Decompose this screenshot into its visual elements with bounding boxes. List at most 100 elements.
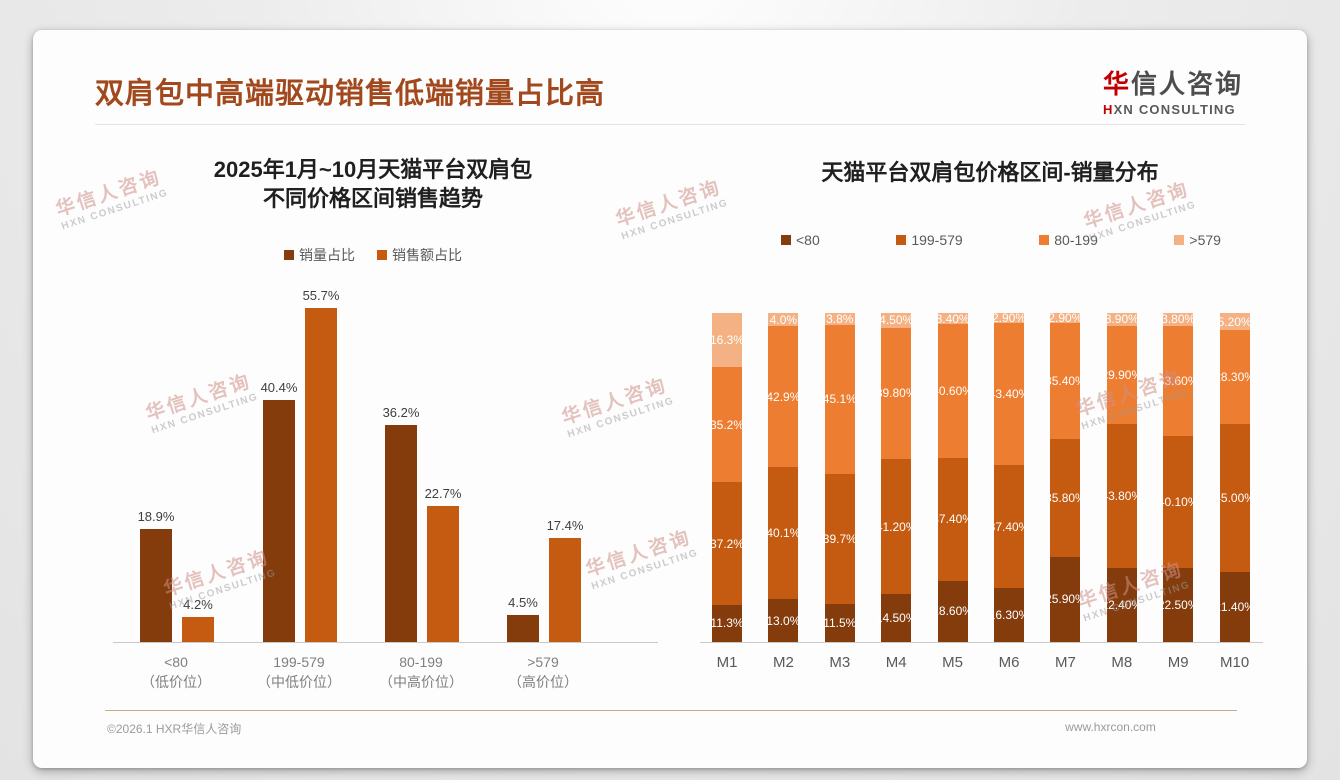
legend-swatch bbox=[377, 250, 387, 260]
segment-value-label: 37.40% bbox=[932, 512, 973, 527]
x-axis-category: 199-579 （中低价位） bbox=[234, 652, 364, 692]
right-chart-legend: <80 199-579 80-199 >579 bbox=[781, 232, 1221, 248]
bar-销售额占比 bbox=[427, 506, 459, 642]
x-axis-month: M9 bbox=[1167, 654, 1189, 671]
legend-swatch bbox=[1174, 235, 1185, 245]
segment-value-label: 25.90% bbox=[1045, 592, 1086, 607]
segment-value-label: 28.30% bbox=[1214, 369, 1255, 384]
bar-销售额占比 bbox=[549, 538, 581, 642]
segment-value-label: 4.50% bbox=[879, 313, 914, 328]
segment-value-label: 37.2% bbox=[709, 536, 745, 551]
legend-item: 销量占比 bbox=[284, 245, 355, 265]
footer-divider bbox=[105, 710, 1237, 711]
x-axis-month: M1 bbox=[716, 654, 738, 671]
legend-label: 销量占比 bbox=[299, 247, 355, 263]
stack-segment-199-579 bbox=[1106, 424, 1137, 569]
stack-segment->579 bbox=[881, 313, 912, 328]
x-axis-category: <80 （低价位） bbox=[111, 652, 241, 692]
stack-segment-<80 bbox=[1219, 571, 1250, 642]
segment-value-label: 41.20% bbox=[875, 519, 917, 534]
segment-value-label: 16.3% bbox=[709, 332, 745, 347]
legend-label: 80-199 bbox=[1054, 232, 1098, 248]
legend-item: 80-199 bbox=[1039, 232, 1098, 248]
category-line2: （中低价位） bbox=[257, 674, 341, 690]
stack-segment-80-199 bbox=[768, 326, 799, 468]
segment-value-label: 11.3% bbox=[710, 616, 744, 631]
segment-value-label: 40.60% bbox=[932, 383, 973, 398]
legend-label: 销售额占比 bbox=[392, 247, 462, 263]
left-chart-title-line1: 2025年1月~10月天猫平台双肩包 bbox=[213, 157, 533, 182]
x-axis-month: M2 bbox=[772, 654, 794, 671]
logo-cn-rest: 信人咨询 bbox=[1130, 69, 1243, 99]
bar-value-label: 17.4% bbox=[546, 518, 584, 533]
segment-value-label: 3.90% bbox=[1104, 312, 1139, 327]
stack-segment-199-579 bbox=[881, 458, 912, 595]
brand-watermark: 华信人咨询 HXN CONSULTING bbox=[142, 366, 260, 437]
segment-value-label: 39.7% bbox=[822, 531, 857, 546]
segment-value-label: 40.1% bbox=[766, 526, 801, 541]
segment-value-label: 22.40% bbox=[1101, 598, 1143, 613]
watermark-en: HXN CONSULTING bbox=[150, 391, 260, 437]
right-chart-title: 天猫平台双肩包价格区间-销量分布 bbox=[740, 158, 1240, 187]
segment-value-label: 16.30% bbox=[988, 608, 1030, 623]
segment-value-label: 14.50% bbox=[875, 611, 917, 626]
segment-value-label: 21.40% bbox=[1214, 599, 1255, 614]
stack-segment->579 bbox=[994, 313, 1024, 323]
stack-segment-<80 bbox=[712, 604, 742, 642]
company-logo: 华信人咨询 HXN CONSULTING bbox=[1103, 64, 1243, 117]
segment-value-label: 18.60% bbox=[932, 604, 973, 619]
category-line2: （中高价位） bbox=[379, 674, 463, 690]
legend-item: 199-579 bbox=[896, 232, 963, 248]
category-line2: （低价位） bbox=[141, 674, 211, 690]
bar-销售额占比 bbox=[305, 308, 337, 642]
stack-segment-80-199 bbox=[1219, 330, 1250, 424]
segment-value-label: 37.40% bbox=[988, 519, 1030, 534]
x-axis-month: M6 bbox=[998, 654, 1020, 671]
x-axis-month: M10 bbox=[1220, 654, 1250, 671]
bar-销量占比 bbox=[140, 529, 172, 642]
segment-value-label: 3.80% bbox=[1161, 312, 1196, 327]
legend-item: <80 bbox=[781, 232, 820, 248]
stack-segment-199-579 bbox=[1219, 423, 1250, 572]
bar-销量占比 bbox=[507, 615, 539, 642]
legend-swatch bbox=[1039, 235, 1050, 245]
footer-website: www.hxrcon.com bbox=[1065, 720, 1156, 734]
watermark-cn: 华信人咨询 bbox=[613, 176, 725, 231]
segment-value-label: 11.5% bbox=[823, 616, 857, 631]
segment-value-label: 35.2% bbox=[709, 417, 745, 432]
bar-value-label: 36.2% bbox=[382, 405, 420, 420]
brand-watermark: 华信人咨询 HXN CONSULTING bbox=[558, 370, 675, 440]
stack-segment-<80 bbox=[881, 594, 912, 642]
stack-segment->579 bbox=[1163, 313, 1194, 326]
category-line1: 199-579 bbox=[273, 654, 325, 670]
right-chart-title-line1: 天猫平台双肩包价格区间-销量分布 bbox=[821, 160, 1159, 185]
stack-segment->579 bbox=[824, 312, 855, 326]
stack-segment-80-199 bbox=[1163, 325, 1194, 437]
watermark-en: HXN CONSULTING bbox=[620, 197, 730, 243]
stack-segment-199-579 bbox=[768, 467, 799, 600]
header-divider bbox=[95, 124, 1245, 125]
segment-value-label: 35.80% bbox=[1045, 490, 1086, 505]
segment-value-label: 2.90% bbox=[1048, 310, 1083, 325]
segment-value-label: 4.0% bbox=[769, 312, 798, 327]
stack-segment-80-199 bbox=[824, 325, 855, 474]
segment-value-label: 39.80% bbox=[875, 386, 917, 401]
segment-value-label: 5.20% bbox=[1217, 314, 1252, 329]
stack-segment-<80 bbox=[937, 580, 968, 642]
brand-watermark: 华信人咨询 HXN CONSULTING bbox=[612, 172, 730, 243]
logo-cn-accent: 华 bbox=[1102, 69, 1131, 99]
segment-value-label: 2.90% bbox=[991, 310, 1027, 325]
stack-segment-199-579 bbox=[712, 482, 742, 605]
segment-value-label: 45.1% bbox=[822, 392, 857, 407]
segment-value-label: 40.10% bbox=[1157, 495, 1199, 509]
bar-value-label: 40.4% bbox=[260, 380, 298, 395]
category-line2: （高价位） bbox=[508, 674, 578, 690]
stack-segment->579 bbox=[1106, 313, 1137, 326]
legend-item: >579 bbox=[1174, 232, 1221, 248]
stack-segment-199-579 bbox=[1163, 436, 1194, 568]
stack-segment-199-579 bbox=[994, 465, 1024, 589]
stack-segment->579 bbox=[712, 313, 742, 367]
left-chart-title: 2025年1月~10月天猫平台双肩包 不同价格区间销售趋势 bbox=[123, 155, 623, 213]
stack-segment->579 bbox=[768, 313, 799, 327]
category-line1: >579 bbox=[527, 654, 559, 670]
